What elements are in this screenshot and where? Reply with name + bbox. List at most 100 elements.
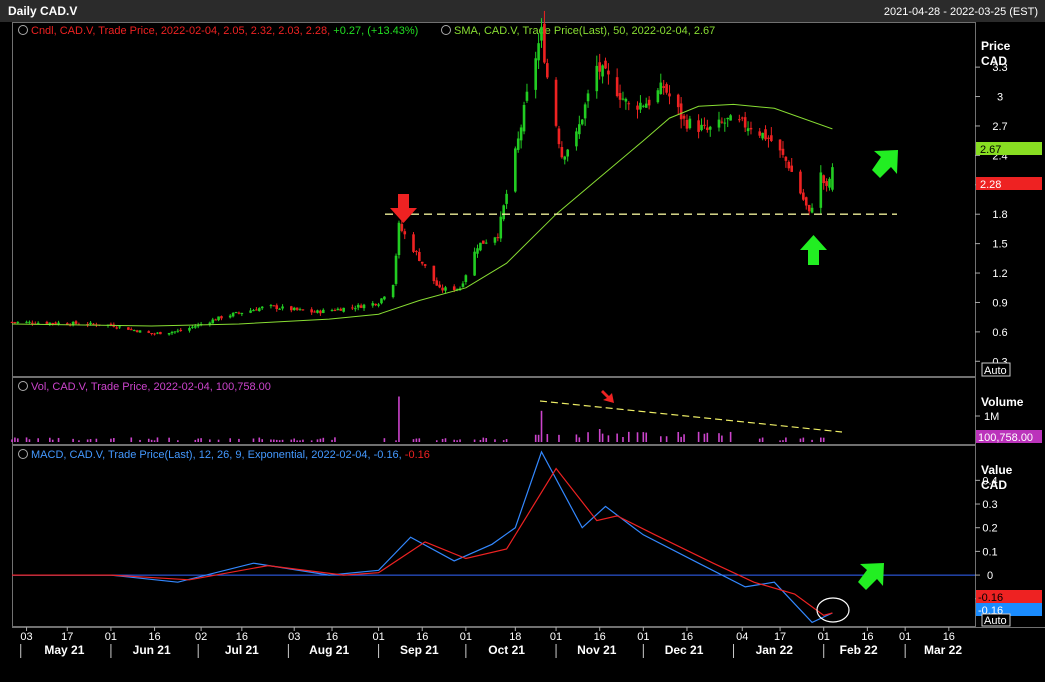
volume-bar	[302, 439, 304, 442]
candle	[607, 63, 610, 85]
candle	[685, 114, 689, 132]
volume-bar	[758, 438, 761, 442]
volume-bar	[537, 434, 540, 442]
volume-bar	[270, 439, 272, 442]
candle	[665, 82, 668, 95]
candle	[339, 307, 343, 311]
candle	[502, 204, 505, 222]
candle	[729, 114, 732, 121]
day-tick-label: 16	[861, 631, 873, 643]
volume-bar	[558, 434, 560, 442]
arrow-up-right-green-icon	[872, 150, 898, 178]
volume-bar	[645, 432, 648, 442]
arrow-up-green-icon	[800, 235, 827, 265]
candle	[298, 307, 302, 311]
macd-axis-unit: CAD	[981, 478, 1007, 492]
macd-legend: MACD, CAD.V, Trade Price(Last), 12, 26, …	[18, 449, 430, 461]
candle	[129, 327, 133, 331]
candle	[543, 10, 546, 64]
day-tick-label: 17	[61, 631, 73, 643]
day-tick-label: 18	[509, 631, 521, 643]
candle	[822, 174, 826, 190]
candle	[781, 141, 785, 158]
candle	[115, 325, 119, 330]
candle	[295, 307, 299, 311]
macd-auto-button-bg[interactable]	[981, 613, 1011, 627]
day-tick-label: 04	[736, 631, 748, 643]
candle	[601, 64, 604, 84]
candle	[746, 121, 750, 136]
price-tick-label: 1.8	[992, 209, 1007, 221]
volume-bar	[578, 437, 581, 442]
candle-legend-values: Cndl, CAD.V, Trade Price, 2022-02-04, 2.…	[31, 25, 330, 37]
candle	[249, 307, 252, 314]
candle	[668, 85, 671, 105]
day-tick-label: 02	[195, 631, 207, 643]
macd-panel-frame	[12, 445, 976, 627]
candle	[292, 306, 296, 311]
volume-bar	[310, 440, 313, 442]
volume-bar	[616, 433, 618, 442]
month-label: Jun 21	[133, 643, 171, 657]
candle	[749, 121, 753, 135]
candle	[499, 211, 503, 242]
candle	[400, 219, 404, 233]
candle	[176, 328, 180, 333]
candle	[740, 116, 744, 122]
candle	[269, 303, 273, 309]
volume-bar	[110, 438, 112, 442]
macd-auto-button[interactable]: Auto	[984, 615, 1007, 627]
volume-bar	[229, 438, 232, 442]
volume-bar	[601, 433, 604, 442]
candle	[804, 196, 808, 210]
volume-bar	[761, 437, 764, 442]
month-label: Jul 21	[225, 643, 259, 657]
candle	[135, 329, 139, 333]
month-label: Mar 22	[924, 643, 962, 657]
signal-badge: -0.16	[978, 592, 1003, 604]
price-auto-button[interactable]: Auto	[984, 365, 1007, 377]
macd-line	[12, 450, 833, 624]
candle	[598, 53, 601, 80]
volume-bar	[820, 437, 822, 442]
macd-badge-bg	[976, 603, 1042, 616]
title-bar	[0, 0, 1045, 22]
macd-legend-value: -0.16	[405, 449, 430, 461]
volume-bar	[319, 438, 322, 442]
day-tick-label: 16	[236, 631, 248, 643]
volume-bar	[456, 440, 458, 442]
volume-bar	[334, 437, 336, 442]
volume-bar	[17, 438, 19, 442]
volume-bar	[150, 439, 153, 442]
candle	[644, 97, 648, 108]
candle	[319, 309, 322, 316]
macd-legend-values: MACD, CAD.V, Trade Price(Last), 12, 26, …	[31, 449, 402, 461]
candle-legend-change: +0.27, (+13.43%)	[333, 25, 418, 37]
volume-bar	[802, 437, 805, 442]
volume-bar	[86, 439, 89, 442]
candle	[257, 307, 261, 312]
volume-bar	[540, 410, 543, 442]
price-auto-button-bg[interactable]	[981, 362, 1011, 377]
volume-bar	[546, 434, 549, 442]
clock-icon	[18, 381, 28, 391]
candle	[275, 303, 279, 312]
candle	[86, 321, 89, 328]
candle	[534, 51, 537, 99]
volume-bar	[95, 438, 98, 442]
candle	[778, 139, 782, 158]
candle	[231, 312, 235, 318]
volume-bar	[78, 440, 80, 442]
candle	[461, 281, 465, 288]
day-tick-label: 16	[416, 631, 428, 643]
candle	[525, 83, 529, 103]
volume-bar	[209, 439, 211, 442]
candle	[706, 119, 709, 133]
candle	[272, 305, 276, 307]
volume-bar	[89, 439, 92, 442]
candle	[159, 331, 162, 335]
candle	[301, 309, 305, 311]
volume-bar	[502, 440, 505, 442]
month-label: Feb 22	[840, 643, 878, 657]
